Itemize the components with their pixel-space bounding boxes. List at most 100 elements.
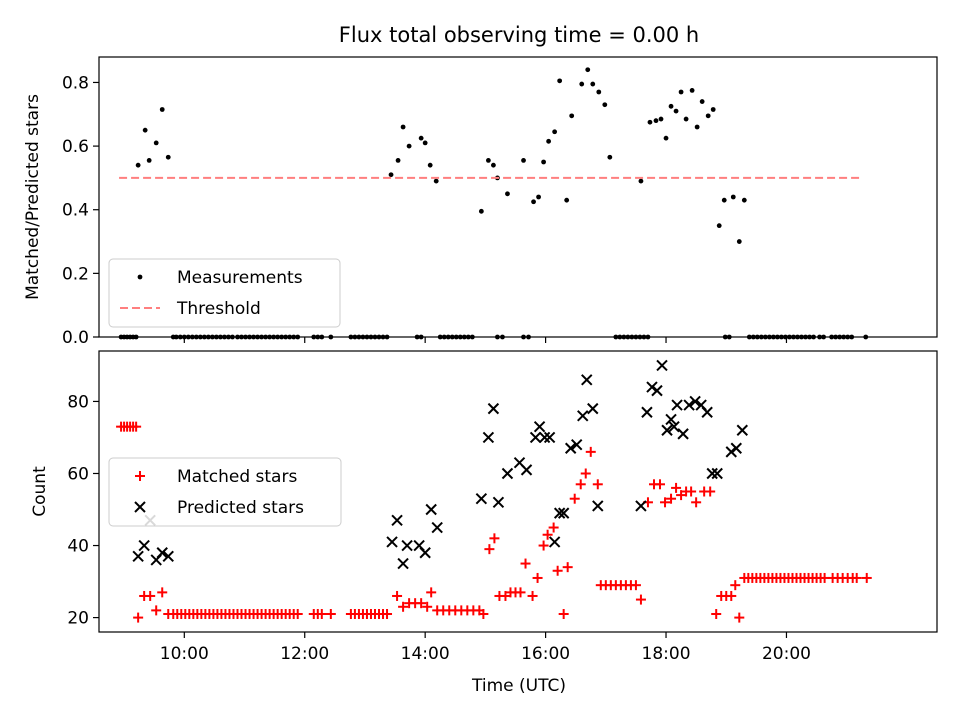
measurements-point — [653, 118, 659, 124]
predicted-stars-point — [641, 406, 653, 418]
predicted-stars-point — [592, 500, 604, 512]
predicted-stars-point-b — [564, 442, 577, 454]
matched-stars-point — [520, 558, 531, 569]
y-tick-label: 0.4 — [62, 201, 89, 221]
predicted-stars-point-b — [689, 395, 701, 408]
measurements-point — [153, 140, 159, 146]
matched-stars-point — [527, 590, 538, 601]
x-tick-label: 16:00 — [521, 644, 570, 664]
measurements-point — [647, 119, 653, 125]
measurements-point — [673, 108, 679, 114]
predicted-stars-point — [501, 467, 514, 480]
predicted-stars-point — [571, 438, 583, 451]
measurements-point — [418, 135, 424, 141]
predicted-stars-point-b — [162, 550, 174, 563]
measurements-point — [422, 140, 428, 146]
measurements-point — [683, 116, 689, 122]
matched-stars-point — [426, 587, 437, 598]
predicted-stars-point-b — [138, 539, 150, 552]
predicted-stars-point-b — [683, 399, 695, 411]
measurements-point — [531, 199, 536, 205]
measurements-point — [596, 89, 602, 95]
predicted-stars-point — [581, 374, 593, 386]
y-tick-label: 80 — [67, 392, 89, 412]
y-axis-label: Matched/Predicted stars — [23, 94, 43, 300]
predicted-stars-point-b — [533, 420, 546, 433]
predicted-stars-point — [156, 547, 168, 559]
y-tick-label: 40 — [67, 537, 89, 557]
x-tick-label: 12:00 — [280, 644, 329, 664]
predicted-stars-point — [138, 539, 150, 552]
measurements-point — [552, 129, 558, 135]
predicted-stars-point-b — [677, 428, 689, 440]
predicted-stars-point-b — [431, 521, 443, 534]
predicted-stars-point — [548, 536, 561, 548]
predicted-stars-point — [661, 424, 673, 436]
measurements-point — [710, 107, 716, 112]
predicted-stars-point-b — [646, 381, 658, 393]
predicted-stars-point-b — [425, 503, 437, 516]
measurements-point — [406, 143, 412, 149]
predicted-stars-point-b — [695, 399, 707, 411]
predicted-stars-point — [487, 402, 500, 415]
predicted-stars-point-b — [391, 514, 403, 527]
chart-title: Flux total observing time = 0.00 h — [339, 23, 699, 47]
predicted-stars-point — [668, 420, 680, 433]
measurements-point — [521, 158, 526, 163]
predicted-stars-point-b — [132, 550, 144, 563]
predicted-stars-point — [391, 514, 403, 527]
predicted-stars-point — [730, 442, 742, 454]
predicted-stars-legend-swatch-b — [134, 501, 146, 513]
matched-stars-point — [538, 540, 549, 551]
predicted-stars-point-b — [475, 492, 488, 505]
predicted-stars-point-b — [557, 507, 570, 519]
predicted-stars-point-b — [730, 442, 742, 454]
legend-label: Threshold — [176, 299, 261, 319]
predicted-stars-point-b — [736, 424, 749, 436]
legend-box — [108, 258, 341, 328]
measurements-point — [730, 194, 736, 200]
predicted-stars-point-b — [571, 438, 583, 451]
matched-stars-point — [398, 601, 409, 612]
legend-label: Predicted stars — [177, 498, 304, 518]
measurements-point — [658, 116, 664, 122]
predicted-stars-point-b — [635, 500, 647, 512]
predicted-stars-point — [553, 507, 566, 519]
measurements-point — [590, 81, 596, 87]
predicted-stars-point-b — [397, 557, 409, 570]
matched-stars-point — [660, 497, 671, 508]
measurements-point — [569, 113, 575, 119]
measurements-point — [741, 197, 747, 203]
predicted-stars-point — [671, 399, 683, 411]
measurements-point — [736, 239, 742, 244]
measurements-point — [491, 162, 496, 168]
matched-stars-point — [133, 612, 144, 623]
predicted-stars-point — [419, 547, 431, 559]
measurements-point — [400, 124, 406, 130]
x-tick-label: 10:00 — [160, 644, 209, 664]
measurements-point — [395, 158, 401, 163]
measurements-point — [427, 162, 433, 168]
predicted-stars-point — [587, 402, 599, 415]
measurements-point — [388, 172, 394, 178]
matched-stars-point — [705, 486, 716, 497]
measurements-legend-swatch — [137, 274, 143, 280]
predicted-stars-point-b — [501, 467, 514, 480]
y-tick-label: 20 — [67, 609, 89, 629]
matched-stars-point — [548, 522, 559, 533]
predicted-stars-legend-swatch — [134, 501, 146, 513]
y-tick-label: 0.2 — [62, 264, 89, 284]
predicted-stars-point — [677, 428, 689, 440]
matched-stars-point — [734, 612, 745, 623]
axes-frame — [98, 56, 938, 338]
matched-stars-point — [562, 562, 573, 573]
predicted-stars-point-b — [553, 507, 566, 519]
x-axis-label: Time (UTC) — [471, 676, 566, 696]
matched-stars-point — [145, 590, 156, 601]
predicted-stars-point — [689, 395, 701, 408]
legend: Matched stars Predicted stars — [108, 457, 342, 527]
predicted-stars-point — [492, 496, 505, 509]
predicted-stars-point-b — [656, 359, 668, 372]
predicted-stars-point-b — [706, 467, 718, 480]
